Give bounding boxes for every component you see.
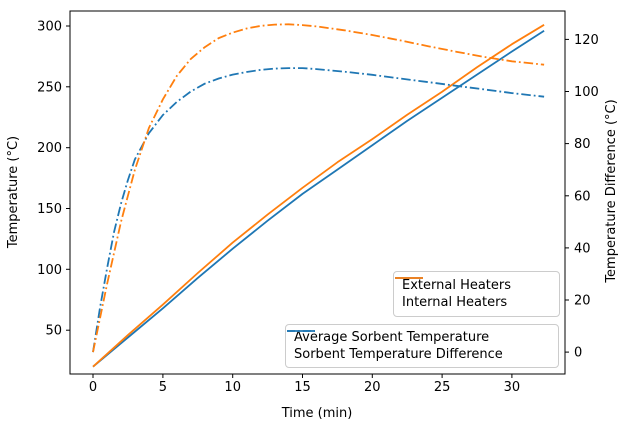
series-line-internal-average-sorbent-temperature bbox=[92, 24, 545, 368]
x-tick-label: 25 bbox=[434, 380, 451, 395]
plot-border bbox=[69, 10, 566, 375]
legend-item-internal-heaters: Internal Heaters bbox=[395, 277, 551, 311]
series-line-internal-sorbent-temperature-difference bbox=[92, 23, 545, 353]
x-tick-label: 0 bbox=[89, 380, 97, 395]
y-left-tick-label: 300 bbox=[37, 20, 62, 35]
plot-spines bbox=[69, 10, 566, 375]
ticks-layer: 0 5 10 15 20 25 30 50 100 150 200 250 300 0 20 40 60 80 10… bbox=[37, 20, 599, 396]
y-left-tick-label: 50 bbox=[45, 324, 62, 339]
y-right-tick-label: 100 bbox=[574, 85, 599, 100]
y-left-tick-label: 150 bbox=[37, 202, 62, 217]
x-axis-label: Time (min) bbox=[281, 406, 353, 421]
legend-label: Internal Heaters bbox=[402, 295, 508, 311]
legend-label: Average Sorbent Temperature bbox=[294, 330, 490, 345]
series-line-external-sorbent-temperature-difference bbox=[92, 67, 545, 353]
series-line-external-average-sorbent-temperature bbox=[92, 30, 545, 368]
legend-key-dashdot-line-icon bbox=[287, 330, 315, 332]
x-tick-label: 5 bbox=[159, 380, 167, 395]
legend-item-average-sorbent-temperature: Average Sorbent Temperature bbox=[287, 330, 550, 345]
legend-label: External Heaters bbox=[402, 277, 512, 293]
y-left-tick-label: 200 bbox=[37, 141, 62, 156]
legend-line-styles: Average Sorbent Temperature Sorbent Temp… bbox=[285, 324, 559, 368]
y-left-tick-label: 100 bbox=[37, 263, 62, 278]
y-right-tick-label: 0 bbox=[574, 346, 582, 361]
legend-label: Sorbent Temperature Difference bbox=[294, 347, 503, 362]
x-tick-label: 15 bbox=[294, 380, 311, 395]
legend-heaters: External Heaters Internal Heaters bbox=[393, 271, 560, 317]
y-right-tick-label: 60 bbox=[574, 189, 591, 204]
y-right-tick-label: 80 bbox=[574, 137, 591, 152]
x-tick-label: 30 bbox=[504, 380, 521, 395]
x-tick-label: 10 bbox=[224, 380, 241, 395]
series-layer bbox=[92, 23, 545, 368]
legend-item-external-heaters: External Heaters bbox=[395, 277, 551, 293]
y-right-tick-label: 120 bbox=[574, 33, 599, 48]
x-tick-label: 20 bbox=[364, 380, 381, 395]
y-right-tick-label: 20 bbox=[574, 294, 591, 309]
legend-item-sorbent-temperature-difference: Sorbent Temperature Difference bbox=[287, 330, 550, 362]
y-axis-label-right: Temperature Difference (°C) bbox=[604, 99, 619, 283]
y-left-tick-label: 250 bbox=[37, 80, 62, 95]
y-axis-label-left: Temperature (°C) bbox=[6, 136, 21, 249]
y-right-tick-label: 40 bbox=[574, 241, 591, 256]
legend-key-solid-orange-icon bbox=[395, 277, 423, 279]
